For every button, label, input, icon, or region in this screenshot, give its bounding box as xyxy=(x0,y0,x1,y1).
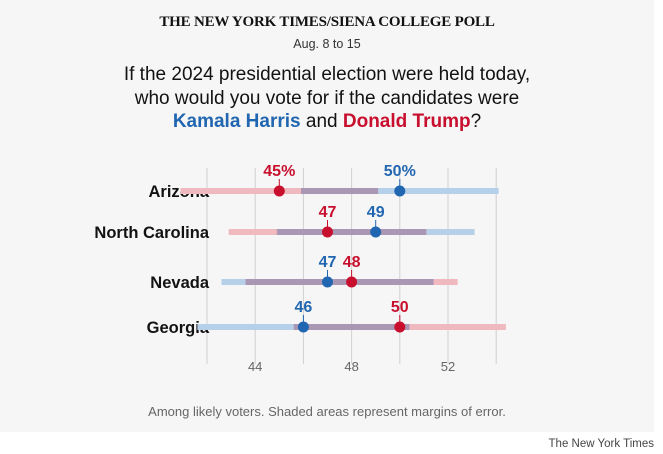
poll-title: THE NEW YORK TIMES/SIENA COLLEGE POLL xyxy=(159,14,495,30)
trump-dot-georgia xyxy=(394,321,406,333)
harris-value-nevada: 47 xyxy=(319,254,337,271)
credit: The New York Times xyxy=(548,438,654,450)
footnote: Among likely voters. Shaded areas repres… xyxy=(148,404,506,419)
poll-dates: Aug. 8 to 15 xyxy=(293,37,361,51)
state-label-arizona: Arizona xyxy=(148,183,209,201)
harris-dot-north-carolina xyxy=(370,226,382,238)
trump-dot-nevada xyxy=(346,276,358,288)
state-label-north-carolina: North Carolina xyxy=(94,224,209,242)
question-and: and xyxy=(300,111,343,132)
x-tick-label-44: 44 xyxy=(248,359,262,374)
trump-value-georgia: 50 xyxy=(391,299,409,316)
question-line-2: who would you vote for if the candidates… xyxy=(134,88,520,109)
trump-dot-north-carolina xyxy=(322,226,333,238)
trump-value-north-carolina: 47 xyxy=(319,204,337,221)
x-tick-label-52: 52 xyxy=(441,359,455,374)
trump-value-arizona: 45% xyxy=(263,163,295,180)
x-tick-label-48: 48 xyxy=(344,359,358,374)
harris-dot-georgia xyxy=(297,321,309,333)
trump-dot-arizona xyxy=(273,185,285,197)
harris-dot-nevada xyxy=(322,276,333,288)
question-line-3: Kamala Harris and Donald Trump? xyxy=(0,111,654,133)
trump-value-nevada: 48 xyxy=(343,254,361,271)
poll-chart: 44 48 52 Arizona 45% 50% North Carolina 47 49 Nev… xyxy=(94,163,506,374)
question-trump: Donald Trump xyxy=(342,111,471,132)
harris-value-north-carolina: 49 xyxy=(367,204,385,221)
poll-card: THE NEW YORK TIMES/SIENA COLLEGE POLL Au… xyxy=(0,14,654,419)
state-label-georgia: Georgia xyxy=(147,319,210,337)
state-label-nevada: Nevada xyxy=(150,274,210,292)
harris-value-arizona: 50% xyxy=(384,163,416,180)
question-line-1: If the 2024 presidential election were h… xyxy=(123,64,531,85)
question-end: ? xyxy=(470,111,482,132)
harris-dot-arizona xyxy=(394,185,406,197)
question-harris: Kamala Harris xyxy=(172,111,301,132)
harris-value-georgia: 46 xyxy=(295,299,313,316)
